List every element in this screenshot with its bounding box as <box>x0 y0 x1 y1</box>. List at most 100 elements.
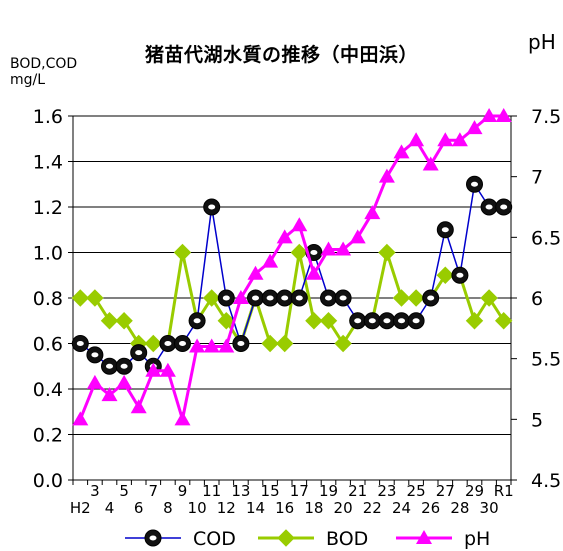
data-point-bod <box>202 289 221 307</box>
data-point-bod <box>436 266 455 284</box>
right-tick-label: 5 <box>531 409 543 431</box>
data-point-ph <box>437 132 454 147</box>
data-point-cod-highlight <box>281 295 289 301</box>
data-point-bod <box>494 312 513 330</box>
data-point-cod-highlight <box>193 318 201 324</box>
data-point-cod-highlight <box>120 363 128 369</box>
data-point-ph <box>232 290 249 304</box>
data-point-bod <box>334 334 352 353</box>
legend-marker-bod <box>277 529 295 547</box>
data-point-ph <box>189 338 206 353</box>
data-point-cod-highlight <box>383 318 391 324</box>
data-point-ph <box>174 411 191 426</box>
data-point-ph <box>393 144 410 159</box>
data-point-cod-highlight <box>310 250 318 255</box>
data-point-bod <box>407 289 425 307</box>
data-point-cod-highlight <box>485 204 493 210</box>
x-tick-label: 8 <box>163 499 173 517</box>
right-tick-label: 4.5 <box>531 470 561 492</box>
data-point-ph <box>364 205 381 220</box>
data-point-ph <box>320 241 337 256</box>
data-point-ph <box>262 253 279 268</box>
data-point-cod-highlight <box>354 318 362 324</box>
data-point-ph <box>451 132 468 147</box>
data-point-cod-highlight <box>471 181 478 187</box>
data-point-bod <box>290 243 309 262</box>
data-point-cod-highlight <box>500 204 508 210</box>
x-tick-label: 6 <box>134 499 144 517</box>
data-point-ph <box>495 108 512 122</box>
data-point-ph <box>378 168 395 183</box>
x-tick-label: 12 <box>217 499 236 517</box>
data-point-cod-highlight <box>179 341 186 346</box>
x-tick-label: 21 <box>348 482 367 500</box>
left-tick-label: 0.2 <box>33 425 63 447</box>
data-point-cod-highlight <box>398 318 405 324</box>
data-point-cod-highlight <box>164 341 172 346</box>
x-tick-label: 24 <box>392 499 411 517</box>
x-tick-label: 11 <box>202 482 221 500</box>
data-point-ph <box>291 217 308 232</box>
data-point-bod <box>144 334 163 353</box>
left-tick-label: 1.6 <box>33 106 63 128</box>
data-point-ph <box>349 229 366 244</box>
data-point-bod <box>86 289 104 307</box>
data-point-ph <box>481 108 498 122</box>
right-tick-label: 6.5 <box>531 227 561 249</box>
data-point-cod-highlight <box>295 295 303 301</box>
left-tick-label: 1.4 <box>33 152 63 174</box>
right-tick-label: 6 <box>531 288 543 310</box>
x-tick-label: 30 <box>480 499 499 517</box>
data-point-ph <box>101 387 118 402</box>
x-tick-label: 5 <box>119 482 129 500</box>
data-point-cod-highlight <box>266 295 274 301</box>
data-point-ph <box>276 229 293 244</box>
data-point-ph <box>466 120 483 135</box>
data-point-ph <box>408 132 425 147</box>
data-point-bod <box>319 312 338 330</box>
data-point-cod-highlight <box>91 352 99 358</box>
x-tick-label: 23 <box>377 482 396 500</box>
x-tick-label: 14 <box>246 499 265 517</box>
x-tick-label: 19 <box>319 482 338 500</box>
left-tick-label: 1.0 <box>33 243 63 265</box>
data-point-ph <box>203 338 220 353</box>
data-point-ph <box>145 362 162 377</box>
legend-marker-cod-highlight <box>149 535 157 541</box>
data-point-ph <box>305 265 322 280</box>
right-tick-label: 5.5 <box>531 349 561 371</box>
data-point-cod-highlight <box>339 295 347 301</box>
x-tick-label: 15 <box>261 482 280 500</box>
x-tick-label: 3 <box>90 482 100 500</box>
x-tick-label: 29 <box>465 482 484 500</box>
data-point-ph <box>422 156 439 171</box>
data-point-ph <box>86 374 103 389</box>
data-point-cod-highlight <box>368 318 376 324</box>
data-point-ph <box>218 338 235 353</box>
x-tick-label: 4 <box>105 499 115 517</box>
data-point-cod-highlight <box>325 295 332 301</box>
data-point-ph <box>72 411 89 426</box>
left-tick-label: 1.2 <box>33 197 63 219</box>
data-point-cod-highlight <box>76 341 84 346</box>
data-point-cod-highlight <box>222 295 230 301</box>
legend-label-ph: pH <box>464 528 490 550</box>
legend-marker-ph <box>416 530 432 544</box>
x-tick-label: 27 <box>436 482 455 500</box>
left-axis-label-line2: mg/L <box>10 72 46 88</box>
data-point-cod-highlight <box>252 295 259 301</box>
legend-label-bod: BOD <box>326 528 368 550</box>
data-point-bod <box>305 312 323 330</box>
left-tick-label: 0.8 <box>33 288 63 310</box>
x-tick-label: 17 <box>290 482 309 500</box>
x-tick-label: 22 <box>363 499 382 517</box>
data-point-cod-highlight <box>456 272 464 278</box>
data-point-bod <box>115 312 133 330</box>
data-point-bod <box>392 289 411 307</box>
x-tick-label: 16 <box>275 499 294 517</box>
data-point-cod-highlight <box>208 204 216 210</box>
data-point-bod <box>100 312 119 330</box>
right-axis-label: pH <box>528 30 556 54</box>
right-tick-label: 7.5 <box>531 106 561 128</box>
